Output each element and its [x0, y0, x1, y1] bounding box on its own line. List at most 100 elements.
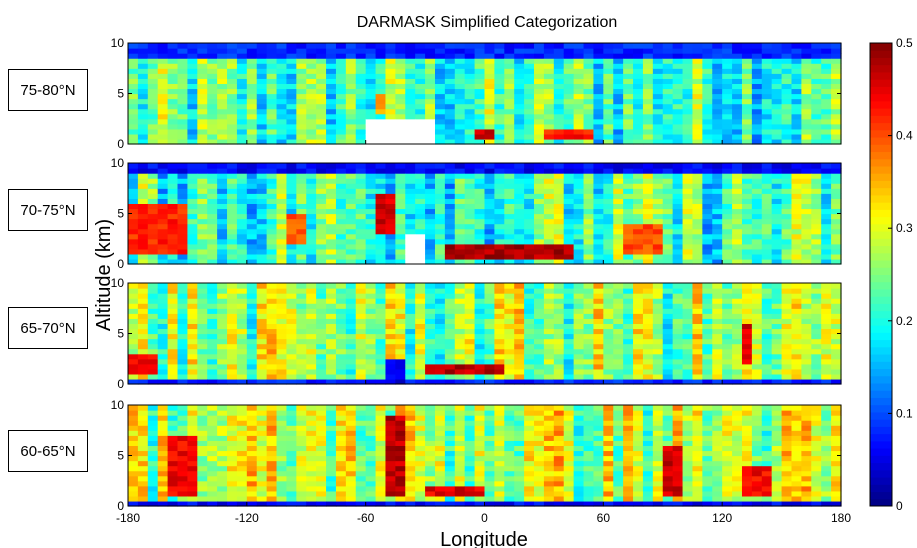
heatmap-cell — [326, 98, 337, 105]
heatmap-cell — [524, 343, 535, 350]
heatmap-cell — [167, 183, 179, 189]
heatmap-cell — [365, 430, 377, 436]
heatmap-cell — [276, 348, 288, 355]
heatmap-cell — [633, 93, 644, 100]
heatmap-cell — [682, 93, 694, 100]
heatmap-cell — [197, 188, 208, 194]
heatmap-cell — [821, 198, 832, 204]
heatmap-cell — [375, 450, 387, 457]
heatmap-cell — [534, 293, 545, 299]
heatmap-cell — [553, 68, 565, 74]
heatmap-cell — [345, 348, 357, 355]
heatmap-cell — [345, 188, 357, 194]
heatmap-cell — [811, 308, 822, 314]
heatmap-cell — [702, 303, 713, 309]
heatmap-cell — [434, 323, 446, 330]
heatmap-cell — [642, 363, 654, 370]
heatmap-cell — [187, 133, 198, 140]
heatmap-cell — [692, 308, 703, 314]
heatmap-cell — [692, 358, 703, 365]
heatmap-cell — [494, 123, 505, 130]
heatmap-cell — [147, 173, 159, 179]
heatmap-cell — [147, 103, 159, 110]
heatmap-cell — [128, 425, 139, 431]
heatmap-cell — [553, 93, 565, 100]
heatmap-cell — [534, 213, 545, 220]
heatmap-cell — [227, 243, 238, 250]
heatmap-cell — [266, 63, 278, 69]
heatmap-cell — [266, 333, 278, 340]
heatmap-cell — [761, 348, 773, 355]
heatmap-cell — [761, 203, 773, 210]
heatmap-cell — [534, 258, 545, 265]
heatmap-cell — [573, 363, 585, 370]
heatmap-cell — [524, 173, 535, 179]
heatmap-cell — [741, 168, 753, 174]
heatmap-cell — [345, 53, 357, 59]
heatmap-cell — [266, 88, 278, 95]
heatmap-cell — [375, 303, 387, 309]
heatmap-cell — [672, 73, 684, 79]
heatmap-cell — [652, 333, 664, 340]
heatmap-cell — [286, 193, 297, 199]
heatmap-cell — [316, 405, 327, 411]
heatmap-cell — [246, 430, 258, 436]
heatmap-cell — [702, 313, 713, 319]
heatmap-cell — [524, 213, 535, 220]
heatmap-cell — [741, 93, 753, 100]
heatmap-cell — [702, 128, 713, 135]
heatmap-cell — [335, 425, 347, 431]
heatmap-cell — [236, 460, 248, 467]
heatmap-cell — [563, 58, 575, 64]
heatmap-cell — [385, 465, 396, 472]
heatmap-cell — [454, 88, 466, 95]
heatmap-cell — [385, 328, 396, 335]
heatmap-cell — [425, 58, 436, 64]
heatmap-cell — [345, 233, 357, 240]
heatmap-cell — [504, 88, 515, 95]
heatmap-cell — [167, 133, 179, 140]
heatmap-cell — [603, 183, 614, 189]
heatmap-cell — [365, 450, 377, 457]
heatmap-cell — [593, 163, 604, 169]
heatmap-cell — [296, 108, 307, 115]
heatmap-cell — [256, 63, 268, 69]
heatmap-cell — [791, 358, 802, 365]
heatmap-cell — [266, 435, 278, 441]
heatmap-cell — [474, 293, 486, 299]
heatmap-cell — [514, 373, 525, 380]
heatmap-cell — [177, 93, 189, 100]
heatmap-cell — [811, 233, 822, 240]
heatmap-cell — [484, 223, 495, 230]
heatmap-cell — [722, 163, 733, 169]
heatmap-cell — [781, 258, 793, 265]
heatmap-cell — [831, 303, 842, 309]
heatmap-cell — [623, 108, 634, 115]
heatmap-cell — [335, 318, 347, 324]
heatmap-cell — [514, 218, 525, 225]
heatmap-cell — [633, 228, 644, 235]
heatmap-cell — [246, 470, 258, 477]
heatmap-cell — [613, 123, 624, 130]
heatmap-cell — [741, 138, 753, 145]
heatmap-cell — [801, 208, 812, 215]
heatmap-cell — [573, 53, 585, 59]
heatmap-cell — [187, 163, 198, 169]
heatmap-cell — [385, 198, 396, 204]
heatmap-cell — [662, 93, 674, 100]
heatmap-cell — [375, 425, 387, 431]
heatmap-cell — [811, 58, 822, 64]
heatmap-cell — [415, 208, 426, 215]
heatmap-cell — [444, 323, 456, 330]
heatmap-cell — [444, 118, 456, 125]
heatmap-cell — [217, 313, 228, 319]
heatmap-cell — [375, 480, 387, 487]
heatmap-cell — [425, 133, 436, 140]
heatmap-cell — [811, 83, 822, 90]
heatmap-cell — [246, 283, 258, 289]
heatmap-cell — [405, 183, 416, 189]
heatmap-cell — [642, 58, 654, 64]
heatmap-cell — [494, 303, 505, 309]
heatmap-cell — [751, 88, 763, 95]
